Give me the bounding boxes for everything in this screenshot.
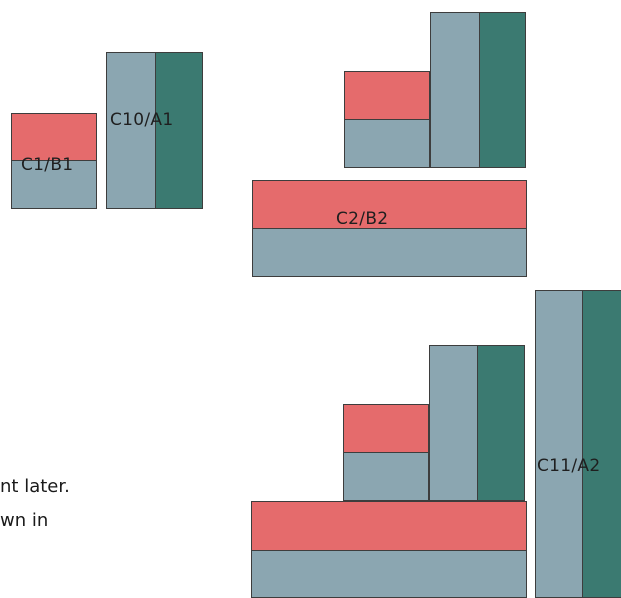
c2-b2-gray-block <box>252 228 527 277</box>
group2-tall-gray-block <box>430 12 480 168</box>
group2-small-red-block <box>344 71 430 120</box>
group3-mid-gray-block <box>429 345 478 501</box>
c11-a2-label: C11/A2 <box>537 456 601 476</box>
c10-a1-teal-block <box>155 52 203 209</box>
text-fragment-line2: wn in <box>0 510 49 531</box>
c1-b1-gray-block <box>11 160 97 209</box>
group3-small-gray-block <box>343 452 429 501</box>
group3-wide-gray-block <box>251 550 527 598</box>
text-fragment-line1: nt later. <box>0 476 70 497</box>
c10-a1-label: C10/A1 <box>110 110 174 130</box>
c1-b1-label: C1/B1 <box>21 155 74 175</box>
c10-a1-gray-block <box>106 52 156 209</box>
c11-a2-teal-block <box>582 290 621 598</box>
c11-a2-gray-block <box>535 290 583 598</box>
c2-b2-label: C2/B2 <box>336 209 389 229</box>
c1-b1-red-block <box>11 113 97 161</box>
group3-wide-red-block <box>251 501 527 551</box>
c2-b2-red-block <box>252 180 527 229</box>
group3-mid-teal-block <box>477 345 525 501</box>
group3-small-red-block <box>343 404 429 453</box>
group2-small-gray-block <box>344 119 430 168</box>
group2-tall-teal-block <box>479 12 526 168</box>
